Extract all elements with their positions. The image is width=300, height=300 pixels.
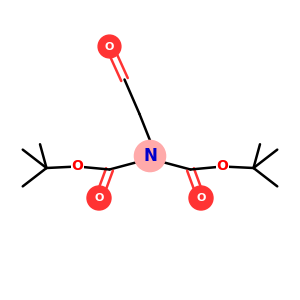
Text: O: O <box>94 193 104 203</box>
Circle shape <box>87 186 111 210</box>
Circle shape <box>134 140 166 172</box>
Text: N: N <box>143 147 157 165</box>
Text: O: O <box>196 193 206 203</box>
Text: O: O <box>71 160 83 173</box>
Circle shape <box>189 186 213 210</box>
Text: O: O <box>105 41 114 52</box>
Text: O: O <box>217 160 229 173</box>
Circle shape <box>98 35 121 58</box>
